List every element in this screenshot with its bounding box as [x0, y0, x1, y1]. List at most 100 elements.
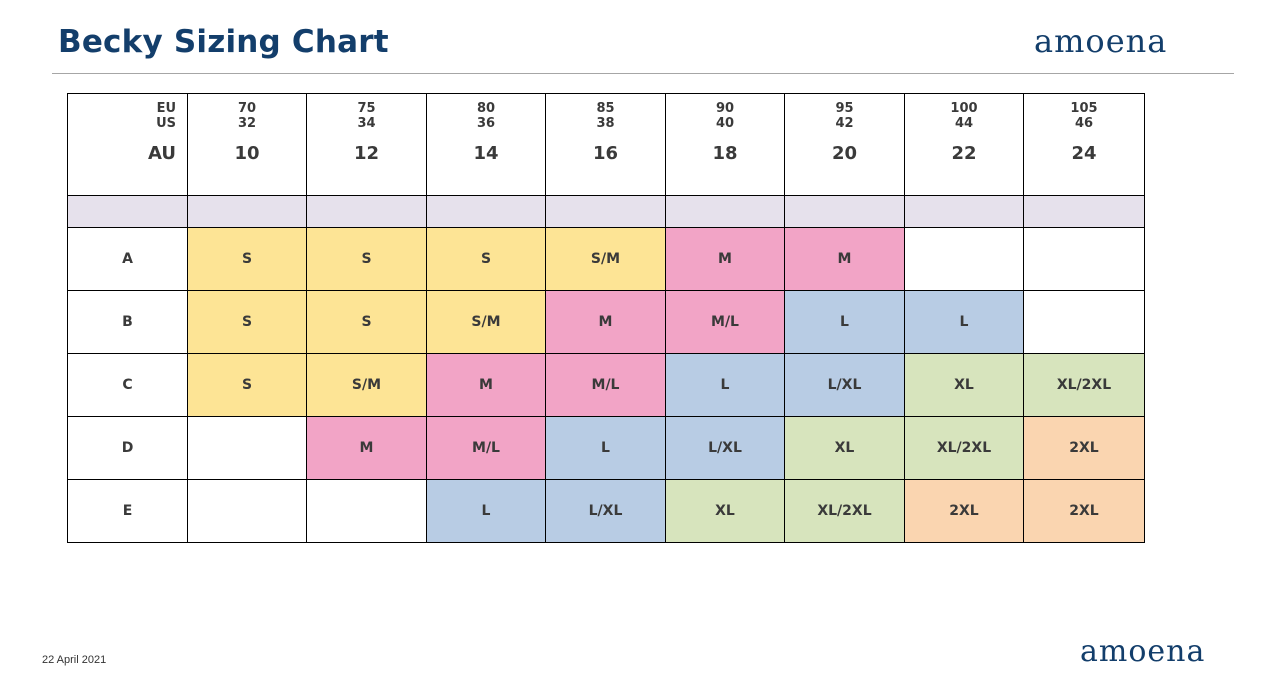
size-cell: M	[545, 290, 666, 354]
size-cell: L/XL	[665, 416, 785, 480]
size-cell: L/XL	[784, 353, 905, 417]
size-cell: S	[306, 290, 427, 354]
size-cell: M	[426, 353, 546, 417]
au-label: AU	[148, 143, 176, 164]
sizing-table: EU US AU 70 32 10 75 34 12 80 36 14 85 3…	[67, 93, 1145, 543]
size-cell: M	[306, 416, 427, 480]
spacer-cell	[426, 195, 546, 228]
cup-row-e: E L L/XL XL XL/2XL 2XL 2XL	[67, 479, 1145, 543]
cup-row-b: B S S S/M M M/L L L	[67, 290, 1145, 354]
size-cell: L	[545, 416, 666, 480]
eu-size: 80	[476, 101, 496, 116]
cup-row-a: A S S S S/M M M	[67, 227, 1145, 291]
spacer-cell	[665, 195, 785, 228]
size-cell: S/M	[545, 227, 666, 291]
size-header-cell: 80 36 14	[426, 93, 546, 196]
us-label: US	[156, 116, 176, 131]
cup-label: C	[67, 353, 188, 417]
spacer-row	[67, 195, 1145, 228]
eu-size: 105	[1070, 101, 1098, 116]
amoena-logo-bottom: amoena	[1080, 634, 1206, 669]
size-cell	[904, 227, 1024, 291]
size-cell: XL	[784, 416, 905, 480]
size-header-cell: 85 38 16	[545, 93, 666, 196]
us-size: 34	[357, 116, 376, 131]
au-size: 16	[592, 143, 619, 164]
au-size: 18	[712, 143, 738, 164]
eu-size: 85	[596, 101, 615, 116]
au-size: 10	[234, 143, 260, 164]
us-size: 36	[476, 116, 496, 131]
size-cell: 2XL	[904, 479, 1024, 543]
size-cell: M	[784, 227, 905, 291]
us-size: 32	[237, 116, 257, 131]
cup-label: B	[67, 290, 188, 354]
au-size: 24	[1071, 143, 1097, 164]
us-size: 44	[954, 116, 974, 131]
size-cell	[1023, 227, 1145, 291]
size-cell: XL	[904, 353, 1024, 417]
au-size: 22	[951, 143, 977, 164]
eu-label: EU	[156, 101, 176, 116]
eu-size: 70	[237, 101, 257, 116]
footer-date: 22 April 2021	[42, 654, 107, 666]
size-cell: S	[187, 290, 307, 354]
spacer-cell	[904, 195, 1024, 228]
cup-label: D	[67, 416, 188, 480]
cup-row-c: C S S/M M M/L L L/XL XL XL/2XL	[67, 353, 1145, 417]
size-cell: M/L	[545, 353, 666, 417]
spacer-cell	[67, 195, 188, 228]
eu-size: 75	[357, 101, 376, 116]
size-header-row: EU US AU 70 32 10 75 34 12 80 36 14 85 3…	[67, 93, 1145, 196]
au-size: 14	[473, 143, 499, 164]
size-cell: M/L	[426, 416, 546, 480]
size-cell: S/M	[306, 353, 427, 417]
size-header-cell: 95 42 20	[784, 93, 905, 196]
au-size: 20	[831, 143, 858, 164]
size-header-cell: 90 40 18	[665, 93, 785, 196]
header-divider	[52, 73, 1234, 74]
size-cell	[306, 479, 427, 543]
size-cell: 2XL	[1023, 416, 1145, 480]
size-cell: M	[665, 227, 785, 291]
eu-size: 90	[715, 101, 735, 116]
size-cell: S/M	[426, 290, 546, 354]
size-cell: S	[306, 227, 427, 291]
size-header-cell: 100 44 22	[904, 93, 1024, 196]
size-cell	[187, 479, 307, 543]
spacer-cell	[187, 195, 307, 228]
size-cell: XL	[665, 479, 785, 543]
size-cell: 2XL	[1023, 479, 1145, 543]
size-cell: L	[904, 290, 1024, 354]
size-cell: L	[784, 290, 905, 354]
size-cell: S	[426, 227, 546, 291]
amoena-logo-top: amoena	[1034, 22, 1168, 60]
eu-size: 95	[835, 101, 854, 116]
size-header-cell: 75 34 12	[306, 93, 427, 196]
cup-row-d: D M M/L L L/XL XL XL/2XL 2XL	[67, 416, 1145, 480]
size-cell: XL/2XL	[784, 479, 905, 543]
us-size: 42	[835, 116, 854, 131]
size-cell: XL/2XL	[1023, 353, 1145, 417]
spacer-cell	[784, 195, 905, 228]
size-cell: S	[187, 227, 307, 291]
size-cell: L	[665, 353, 785, 417]
cup-label: A	[67, 227, 188, 291]
size-cell: L	[426, 479, 546, 543]
au-size: 12	[353, 143, 380, 164]
us-size: 46	[1074, 116, 1094, 131]
size-header-cell: 70 32 10	[187, 93, 307, 196]
size-cell	[1023, 290, 1145, 354]
size-cell: M/L	[665, 290, 785, 354]
page-title: Becky Sizing Chart	[58, 24, 389, 60]
size-cell: S	[187, 353, 307, 417]
cup-label: E	[67, 479, 188, 543]
size-cell	[187, 416, 307, 480]
us-size: 40	[715, 116, 735, 131]
size-cell: XL/2XL	[904, 416, 1024, 480]
size-cell: L/XL	[545, 479, 666, 543]
us-size: 38	[596, 116, 615, 131]
header-corner: EU US AU	[67, 93, 188, 196]
spacer-cell	[1023, 195, 1145, 228]
spacer-cell	[545, 195, 666, 228]
